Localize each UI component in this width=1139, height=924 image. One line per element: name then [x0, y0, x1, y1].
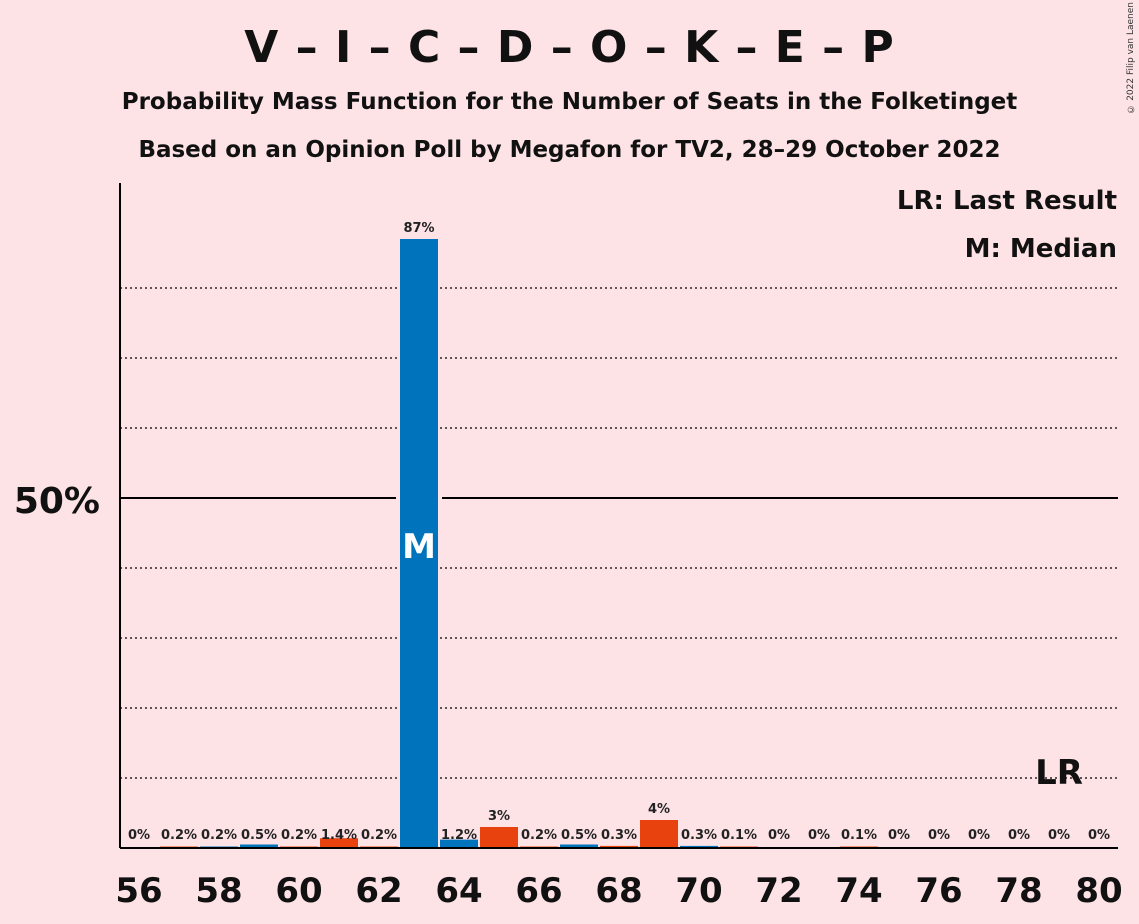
- data-label: 0.1%: [841, 828, 877, 843]
- chart-subtitle-source: Based on an Opinion Poll by Megafon for …: [138, 137, 1001, 163]
- data-label: 0%: [888, 828, 910, 843]
- x-tick-label: 70: [675, 871, 722, 911]
- x-tick-label: 66: [515, 871, 562, 911]
- data-label: 0.3%: [681, 828, 717, 843]
- bar: [240, 844, 278, 848]
- bar: [400, 239, 438, 848]
- data-label: 1.2%: [441, 828, 477, 843]
- data-label: 0%: [1048, 828, 1070, 843]
- legend-last-result: LR: Last Result: [897, 186, 1117, 216]
- x-tick-label: 76: [915, 871, 962, 911]
- data-label: 3%: [488, 809, 510, 824]
- bar: [480, 827, 518, 848]
- x-tick-label: 74: [835, 871, 882, 911]
- x-tick-label: 60: [275, 871, 322, 911]
- last-result-marker: LR: [1035, 753, 1083, 793]
- data-label: 0.5%: [561, 828, 597, 843]
- data-label: 0.2%: [201, 828, 237, 843]
- chart-subtitle: Probability Mass Function for the Number…: [121, 89, 1018, 115]
- bar: [640, 820, 678, 848]
- y-tick-label: 50%: [14, 481, 100, 522]
- x-tick-label: 72: [755, 871, 802, 911]
- bar: [680, 845, 718, 848]
- bar: [600, 845, 638, 848]
- x-tick-label: 58: [195, 871, 242, 911]
- x-tick-label: 64: [435, 871, 482, 911]
- legend-median: M: Median: [965, 234, 1117, 264]
- data-label: 0.2%: [361, 828, 397, 843]
- data-label: 0%: [1088, 828, 1110, 843]
- data-label: 0%: [928, 828, 950, 843]
- data-label: 0.1%: [721, 828, 757, 843]
- data-label: 4%: [648, 802, 670, 817]
- data-label: 0.2%: [281, 828, 317, 843]
- data-label: 0.3%: [601, 828, 637, 843]
- data-label: 0.5%: [241, 828, 277, 843]
- data-label: 0%: [968, 828, 990, 843]
- x-tick-label: 68: [595, 871, 642, 911]
- x-tick-label: 56: [115, 871, 162, 911]
- data-label: 0%: [808, 828, 830, 843]
- chart-title: V – I – C – D – O – K – E – P: [244, 22, 895, 73]
- data-label: 0%: [128, 828, 150, 843]
- data-label: 0%: [768, 828, 790, 843]
- bar: [560, 844, 598, 848]
- data-label: 87%: [403, 221, 434, 236]
- x-tick-label: 62: [355, 871, 402, 911]
- x-tick-label: 78: [995, 871, 1042, 911]
- data-label: 0.2%: [161, 828, 197, 843]
- bar: [440, 839, 478, 848]
- data-label: 0.2%: [521, 828, 557, 843]
- x-tick-label: 80: [1075, 871, 1122, 911]
- median-marker: M: [402, 527, 436, 567]
- bar: [320, 838, 358, 848]
- data-label: 1.4%: [321, 828, 357, 843]
- data-label: 0%: [1008, 828, 1030, 843]
